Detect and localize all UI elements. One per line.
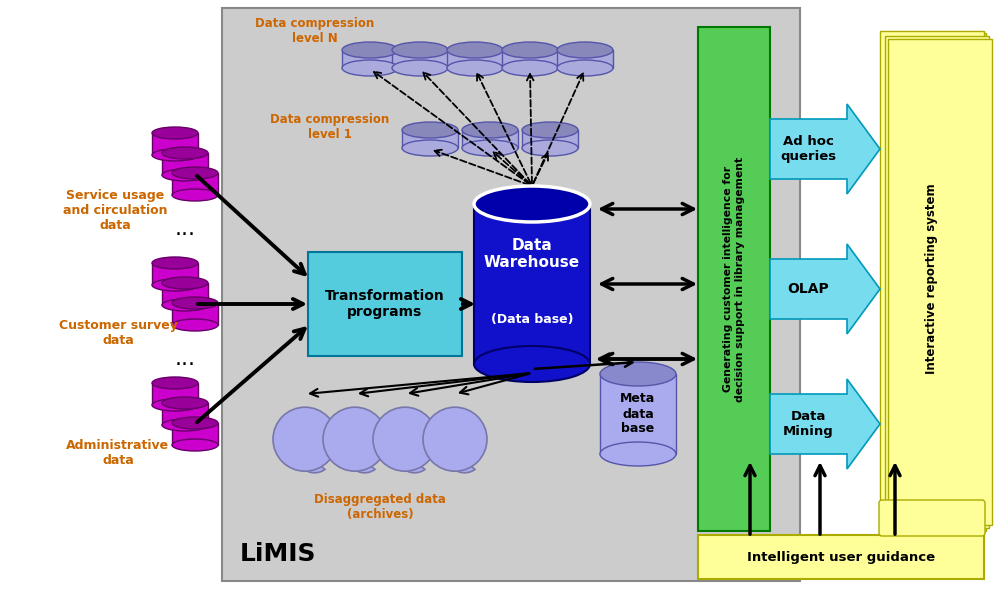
Text: (Data base): (Data base) [490,313,573,326]
Ellipse shape [461,122,518,138]
Polygon shape [151,133,198,155]
Ellipse shape [401,122,457,138]
FancyBboxPatch shape [697,535,983,579]
Text: Transformation
programs: Transformation programs [325,289,444,319]
Polygon shape [151,383,198,405]
Ellipse shape [557,60,613,76]
Ellipse shape [172,417,218,429]
Ellipse shape [161,299,208,311]
Ellipse shape [161,169,208,181]
Text: OLAP: OLAP [786,282,828,296]
Ellipse shape [391,42,447,58]
Ellipse shape [391,60,447,76]
Ellipse shape [502,42,558,58]
Ellipse shape [600,442,675,466]
Text: Customer survey
data: Customer survey data [58,319,178,347]
Polygon shape [397,449,424,473]
Ellipse shape [151,377,198,389]
Ellipse shape [172,189,218,201]
Circle shape [373,407,436,471]
FancyBboxPatch shape [697,27,769,531]
Ellipse shape [522,122,578,138]
Ellipse shape [172,319,218,331]
Polygon shape [342,50,397,68]
FancyBboxPatch shape [887,39,991,525]
Text: Data compression
level 1: Data compression level 1 [270,113,389,141]
Text: Intelligent user guidance: Intelligent user guidance [746,551,934,564]
Ellipse shape [161,419,208,431]
Polygon shape [347,449,374,473]
Text: Administrative
data: Administrative data [66,439,170,467]
Ellipse shape [342,60,397,76]
Ellipse shape [161,147,208,159]
Ellipse shape [557,42,613,58]
Text: Disaggregated data
(archives): Disaggregated data (archives) [314,493,445,521]
Polygon shape [769,244,879,334]
Circle shape [422,407,486,471]
Ellipse shape [172,297,218,309]
Ellipse shape [461,140,518,156]
Polygon shape [172,303,218,325]
Text: Data
Warehouse: Data Warehouse [483,238,580,270]
FancyBboxPatch shape [222,8,799,581]
Polygon shape [401,130,457,148]
Text: Service usage
and circulation
data: Service usage and circulation data [62,189,168,232]
Text: Data
Mining: Data Mining [782,410,833,438]
FancyBboxPatch shape [881,33,985,531]
Polygon shape [172,173,218,195]
Ellipse shape [151,257,198,269]
FancyBboxPatch shape [879,31,983,533]
Polygon shape [151,263,198,285]
Ellipse shape [600,362,675,386]
Text: Ad hoc
queries: Ad hoc queries [779,135,835,163]
Ellipse shape [473,186,590,222]
Ellipse shape [161,277,208,289]
Text: ...: ... [175,349,196,369]
Polygon shape [447,449,474,473]
Polygon shape [298,449,325,473]
Text: Meta
data
base: Meta data base [620,392,655,435]
Ellipse shape [446,42,503,58]
Text: Generating customer intelligence for
decision support in library management: Generating customer intelligence for dec… [722,157,744,402]
Ellipse shape [151,127,198,139]
Text: LiMIS: LiMIS [240,542,316,566]
Polygon shape [391,50,447,68]
Ellipse shape [401,140,457,156]
Ellipse shape [172,167,218,179]
Polygon shape [446,50,503,68]
Polygon shape [502,50,558,68]
Polygon shape [557,50,613,68]
Circle shape [323,407,386,471]
Polygon shape [461,130,518,148]
Polygon shape [473,204,590,364]
Polygon shape [172,423,218,445]
Text: Interactive reporting system: Interactive reporting system [925,184,938,375]
Polygon shape [161,403,208,425]
Polygon shape [769,104,879,194]
Text: Data compression
level N: Data compression level N [255,17,374,45]
Ellipse shape [446,60,503,76]
Ellipse shape [502,60,558,76]
Ellipse shape [473,346,590,382]
Text: ...: ... [175,219,196,239]
Polygon shape [600,374,675,454]
Ellipse shape [151,149,198,161]
FancyBboxPatch shape [884,36,988,528]
FancyBboxPatch shape [878,500,984,536]
Ellipse shape [342,42,397,58]
Polygon shape [769,379,879,469]
Ellipse shape [151,399,198,411]
Polygon shape [522,130,578,148]
Ellipse shape [522,140,578,156]
Ellipse shape [151,279,198,291]
Circle shape [273,407,337,471]
Ellipse shape [161,397,208,409]
Polygon shape [161,153,208,175]
Polygon shape [161,283,208,305]
Ellipse shape [172,439,218,451]
FancyBboxPatch shape [308,252,461,356]
